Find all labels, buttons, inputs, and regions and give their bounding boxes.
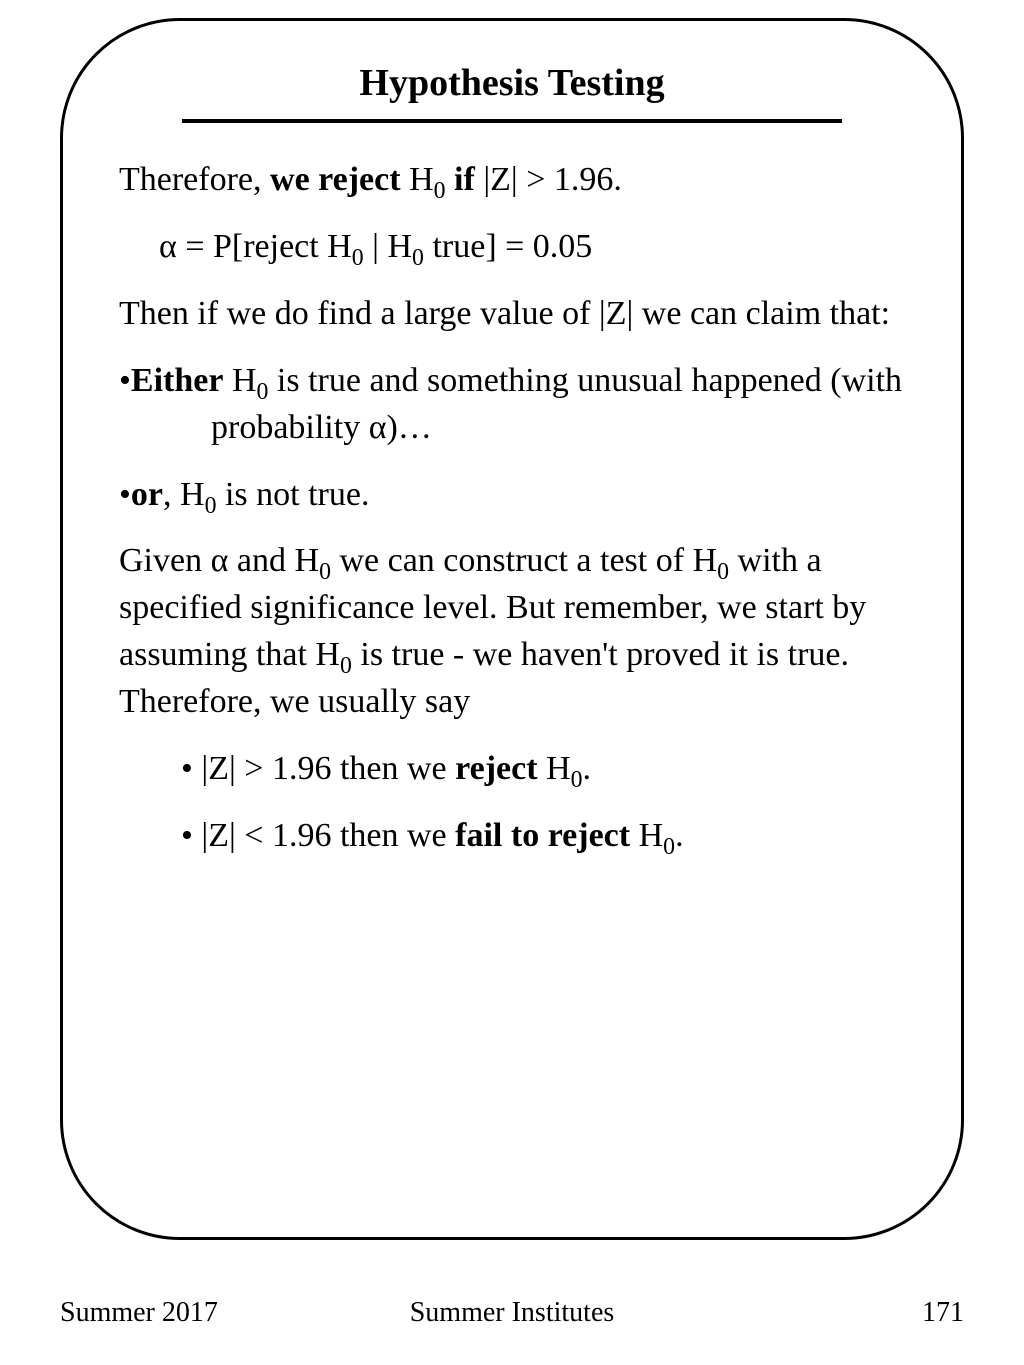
slide-title: Hypothesis Testing [111,61,913,105]
slide-page: Hypothesis Testing Therefore, we reject … [0,0,1024,1365]
text: | H [364,228,412,265]
text: H [630,817,663,854]
subscript: 0 [352,245,364,271]
subscript: 0 [717,559,729,585]
subscript: 0 [319,559,331,585]
footer: Summer 2017 Summer Institutes 171 [60,1297,964,1329]
text: . [675,817,684,854]
bullet-mark: • [119,476,131,513]
para-3: Then if we do find a large value of |Z| … [119,291,905,338]
bullet-mark: • [119,362,131,399]
text: , H [163,476,205,513]
text-bold: we reject [270,161,401,198]
text: Given α and H [119,542,319,579]
footer-right: 171 [922,1297,964,1329]
text: H [538,750,571,787]
slide-frame: Hypothesis Testing Therefore, we reject … [60,18,964,1240]
text-bold: if [446,161,475,198]
bullet-reject: • |Z| > 1.96 then we reject H0. [119,746,905,793]
para-6: Given α and H0 we can construct a test o… [119,538,905,726]
text-bold: or [131,476,163,513]
subscript: 0 [340,653,352,679]
subscript: 0 [257,379,269,405]
text-bold: fail to reject [455,817,630,854]
text: Therefore, [119,161,270,198]
footer-left: Summer 2017 [60,1297,218,1329]
title-rule [182,119,842,123]
text: is not true. [216,476,369,513]
slide-body: Therefore, we reject H0 if |Z| > 1.96. α… [111,157,913,860]
subscript: 0 [205,492,217,518]
subscript: 0 [412,245,424,271]
text: H [223,362,256,399]
text: • |Z| < 1.96 then we [181,817,455,854]
text: . [583,750,592,787]
text: H [401,161,434,198]
text: • |Z| > 1.96 then we [181,750,455,787]
subscript: 0 [434,178,446,204]
text: is true and something unusual happened (… [211,362,902,446]
bullet-or: •or, H0 is not true. [119,472,905,519]
text: true] = 0.05 [424,228,592,265]
subscript: 0 [663,834,675,860]
text: |Z| > 1.96. [475,161,622,198]
text: α = P[reject H [159,228,352,265]
subscript: 0 [571,767,583,793]
para-2: α = P[reject H0 | H0 true] = 0.05 [119,224,905,271]
bullet-either: •Either H0 is true and something unusual… [119,358,905,452]
bullet-fail: • |Z| < 1.96 then we fail to reject H0. [119,813,905,860]
text-bold: Either [131,362,224,399]
para-1: Therefore, we reject H0 if |Z| > 1.96. [119,157,905,204]
text-bold: reject [455,750,537,787]
text: we can construct a test of H [331,542,717,579]
